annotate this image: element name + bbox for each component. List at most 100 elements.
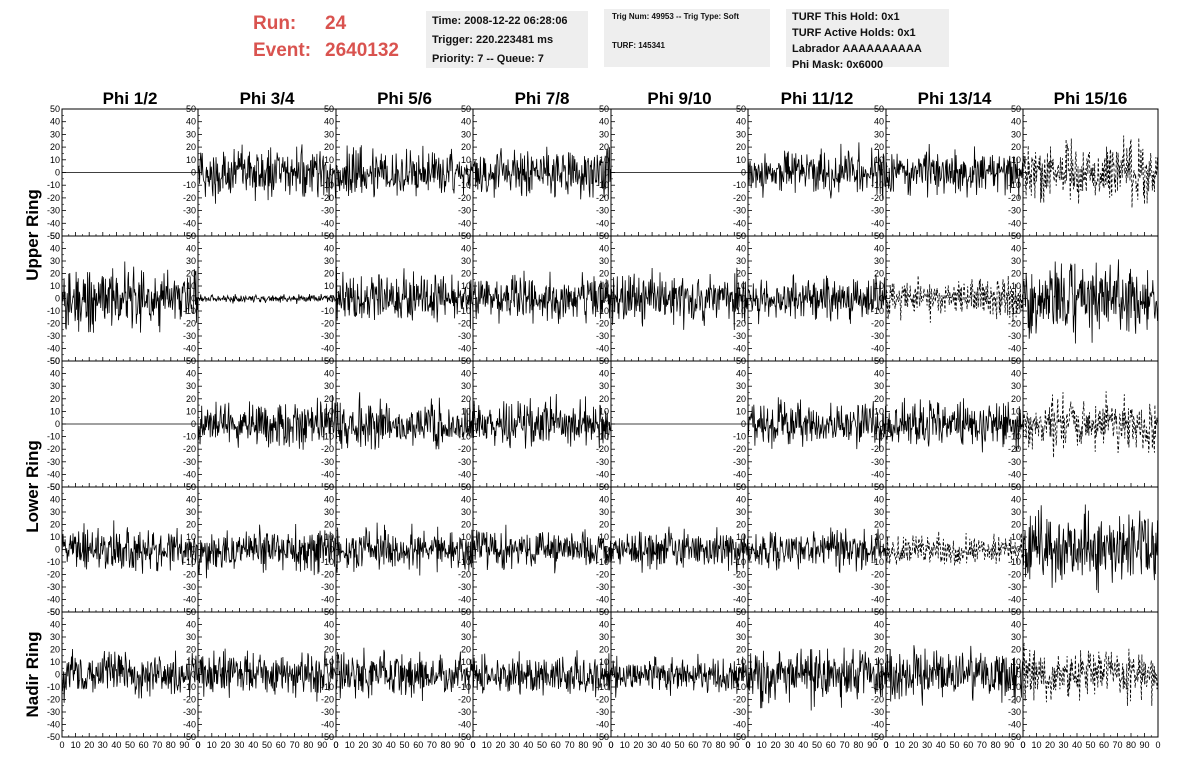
y-tick-label: -20 <box>733 193 746 203</box>
y-tick-label: -10 <box>47 180 60 190</box>
waveform-line <box>197 293 337 304</box>
y-tick-label: -50 <box>1008 732 1021 742</box>
x-tick-label: 70 <box>290 740 300 750</box>
y-tick-label: -40 <box>47 720 60 730</box>
y-tick-label: 0 <box>741 168 746 178</box>
y-tick-label: -20 <box>458 695 471 705</box>
y-tick-label: 40 <box>736 244 746 254</box>
y-tick-label: -20 <box>733 695 746 705</box>
y-tick-label: -40 <box>183 344 196 354</box>
y-tick-label: 20 <box>736 269 746 279</box>
y-tick-label: -10 <box>733 180 746 190</box>
y-tick-label: -40 <box>458 469 471 479</box>
x-tick-label: 50 <box>1085 740 1095 750</box>
y-tick-label: -10 <box>183 557 196 567</box>
x-tick-label: 0 <box>883 740 888 750</box>
y-tick-label: -10 <box>458 432 471 442</box>
y-tick-label: -30 <box>47 331 60 341</box>
waveform-line <box>610 267 749 331</box>
y-tick-label: 20 <box>736 394 746 404</box>
turf-info-box: TURF This Hold: 0x1 TURF Active Holds: 0… <box>786 9 949 71</box>
y-tick-label: -10 <box>1008 306 1021 316</box>
x-tick-label: 90 <box>867 740 877 750</box>
y-tick-label: -20 <box>321 319 334 329</box>
y-tick-label: 50 <box>736 482 746 492</box>
y-tick-label: 10 <box>324 155 334 165</box>
y-tick-label: 50 <box>50 104 60 114</box>
y-tick-label: -20 <box>1008 193 1021 203</box>
y-tick-label: 10 <box>50 532 60 542</box>
trigger-line: Trigger: 220.223481 ms <box>432 34 554 46</box>
y-tick-label: 50 <box>1011 482 1021 492</box>
y-tick-label: -20 <box>871 319 884 329</box>
y-tick-label: 40 <box>736 495 746 505</box>
labrador-line: Labrador AAAAAAAAAA <box>792 43 922 55</box>
x-tick-label: 50 <box>812 740 822 750</box>
y-tick-label: 10 <box>736 406 746 416</box>
y-tick-label: 30 <box>50 256 60 266</box>
waveform-line <box>1022 391 1159 458</box>
y-tick-label: -30 <box>1008 331 1021 341</box>
x-tick-label: 70 <box>840 740 850 750</box>
y-tick-label: 20 <box>186 142 196 152</box>
y-tick-label: -10 <box>1008 682 1021 692</box>
y-tick-label: -20 <box>47 444 60 454</box>
y-tick-label: 50 <box>50 482 60 492</box>
y-tick-label: 20 <box>874 394 884 404</box>
x-tick-label: 10 <box>620 740 630 750</box>
y-tick-label: -20 <box>321 695 334 705</box>
y-tick-label: 50 <box>874 482 884 492</box>
y-tick-label: -10 <box>733 306 746 316</box>
x-tick-label: 20 <box>1045 740 1055 750</box>
y-tick-label: 40 <box>736 369 746 379</box>
y-tick-label: 30 <box>461 381 471 391</box>
waveform-line <box>472 146 612 200</box>
y-tick-label: -40 <box>458 720 471 730</box>
y-tick-label: -40 <box>871 218 884 228</box>
y-tick-label: 40 <box>324 620 334 630</box>
y-tick-label: -10 <box>183 682 196 692</box>
x-tick-label: 90 <box>1004 740 1014 750</box>
x-tick-label: 0 <box>608 740 613 750</box>
waveform-line <box>610 526 749 575</box>
y-tick-label: -40 <box>733 720 746 730</box>
y-tick-label: 0 <box>55 419 60 429</box>
y-tick-label: -20 <box>733 570 746 580</box>
y-tick-label: -30 <box>871 457 884 467</box>
x-tick-label: 80 <box>1126 740 1136 750</box>
y-tick-label: -30 <box>458 582 471 592</box>
waveform-line <box>472 650 612 698</box>
trig-num-line: Trig Num: 49953 -- Trig Type: Soft <box>612 12 739 21</box>
y-tick-label: -30 <box>458 707 471 717</box>
y-tick-label: -40 <box>1008 344 1021 354</box>
y-tick-label: -20 <box>321 444 334 454</box>
y-tick-label: -20 <box>458 570 471 580</box>
y-tick-label: 30 <box>461 632 471 642</box>
y-tick-label: 10 <box>736 155 746 165</box>
waveform-line <box>472 393 612 449</box>
y-tick-label: -20 <box>1008 695 1021 705</box>
x-tick-label: 10 <box>1031 740 1041 750</box>
x-tick-label: 30 <box>98 740 108 750</box>
y-tick-label: -40 <box>47 344 60 354</box>
waveform-line <box>610 653 749 698</box>
y-tick-label: 0 <box>191 168 196 178</box>
y-tick-label: -20 <box>871 695 884 705</box>
x-tick-label: 0 <box>195 740 200 750</box>
waveform-line <box>61 648 199 703</box>
y-tick-label: -30 <box>458 206 471 216</box>
waveform-line <box>1022 504 1159 593</box>
x-tick-label: 80 <box>166 740 176 750</box>
y-tick-label: 10 <box>599 657 609 667</box>
y-tick-label: -30 <box>321 707 334 717</box>
y-tick-label: 10 <box>461 406 471 416</box>
y-tick-label: 50 <box>461 607 471 617</box>
column-title: Phi 9/10 <box>647 89 711 108</box>
y-tick-label: 0 <box>879 294 884 304</box>
x-tick-label: 30 <box>647 740 657 750</box>
y-tick-label: -40 <box>596 469 609 479</box>
y-tick-label: 30 <box>1011 381 1021 391</box>
y-tick-label: 0 <box>191 294 196 304</box>
y-tick-label: -20 <box>47 319 60 329</box>
y-tick-label: 20 <box>599 645 609 655</box>
